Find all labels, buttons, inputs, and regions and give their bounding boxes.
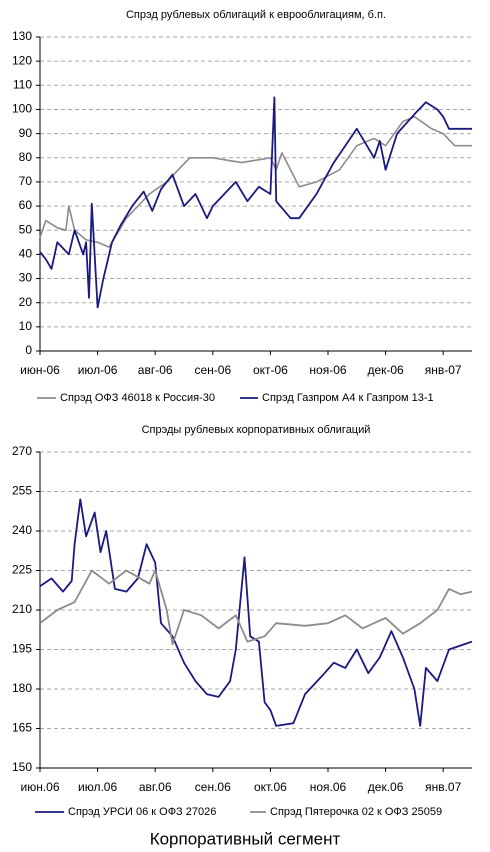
x-tick-label: сен.06 <box>195 780 231 794</box>
series-line <box>39 569 473 646</box>
x-tick-label: июл.06 <box>78 780 117 794</box>
y-tick-label: 110 <box>13 77 32 91</box>
chart-title: Спрэды рублевых корпоративных облигаций <box>142 424 371 436</box>
y-tick-label: 195 <box>12 642 32 656</box>
y-tick-label: 20 <box>19 295 33 309</box>
series-line <box>39 498 473 727</box>
y-tick-label: 210 <box>12 602 32 616</box>
y-tick-label: 120 <box>12 53 32 67</box>
series-line <box>39 96 472 309</box>
y-tick-label: 255 <box>12 484 32 498</box>
x-tick-label: авг.06 <box>139 780 172 794</box>
x-tick-label: авг-06 <box>138 363 173 377</box>
x-tick-label: сен-06 <box>194 363 231 377</box>
x-tick-label: дек.06 <box>368 780 404 794</box>
x-tick-label: июл-06 <box>78 363 118 377</box>
x-tick-label: ноя.06 <box>310 780 347 794</box>
y-tick-label: 60 <box>19 198 33 212</box>
x-tick-label: янв-07 <box>425 363 462 377</box>
legend-label: Спрэд Газпром А4 к Газпром 13-1 <box>262 392 434 404</box>
y-tick-label: 130 <box>12 29 32 43</box>
x-tick-label: окт.06 <box>254 780 287 794</box>
y-tick-label: 150 <box>12 760 32 774</box>
y-tick-label: 80 <box>19 150 33 164</box>
y-tick-label: 270 <box>12 444 32 458</box>
y-tick-label: 0 <box>25 343 32 357</box>
x-tick-label: ноя-06 <box>309 363 346 377</box>
y-tick-label: 100 <box>12 102 32 116</box>
x-tick-label: окт-06 <box>253 363 288 377</box>
y-tick-label: 70 <box>19 174 33 188</box>
y-tick-label: 30 <box>19 271 33 285</box>
series-line <box>39 115 472 248</box>
chart-title: Спрэд рублевых облигаций к еврооблигация… <box>126 9 386 21</box>
y-tick-label: 180 <box>12 681 32 695</box>
y-tick-label: 40 <box>19 247 33 261</box>
y-tick-label: 10 <box>19 319 33 333</box>
legend-label: Спрэд Пятерочка 02 к ОФЗ 25059 <box>270 806 442 818</box>
legend-label: Спрэд УРСИ 06 к ОФЗ 27026 <box>68 806 216 818</box>
x-tick-label: янв.07 <box>425 780 462 794</box>
y-tick-label: 240 <box>12 523 32 537</box>
y-tick-label: 165 <box>12 721 32 735</box>
x-tick-label: июн.06 <box>20 780 59 794</box>
y-tick-label: 50 <box>19 222 33 236</box>
legend-label: Спрэд ОФЗ 46018 к Россия-30 <box>60 392 215 404</box>
y-tick-label: 90 <box>19 126 33 140</box>
x-tick-label: июн-06 <box>20 363 60 377</box>
x-tick-label: дек-06 <box>367 363 404 377</box>
y-tick-label: 225 <box>12 563 32 577</box>
caption: Корпоративный сегмент <box>150 829 341 848</box>
